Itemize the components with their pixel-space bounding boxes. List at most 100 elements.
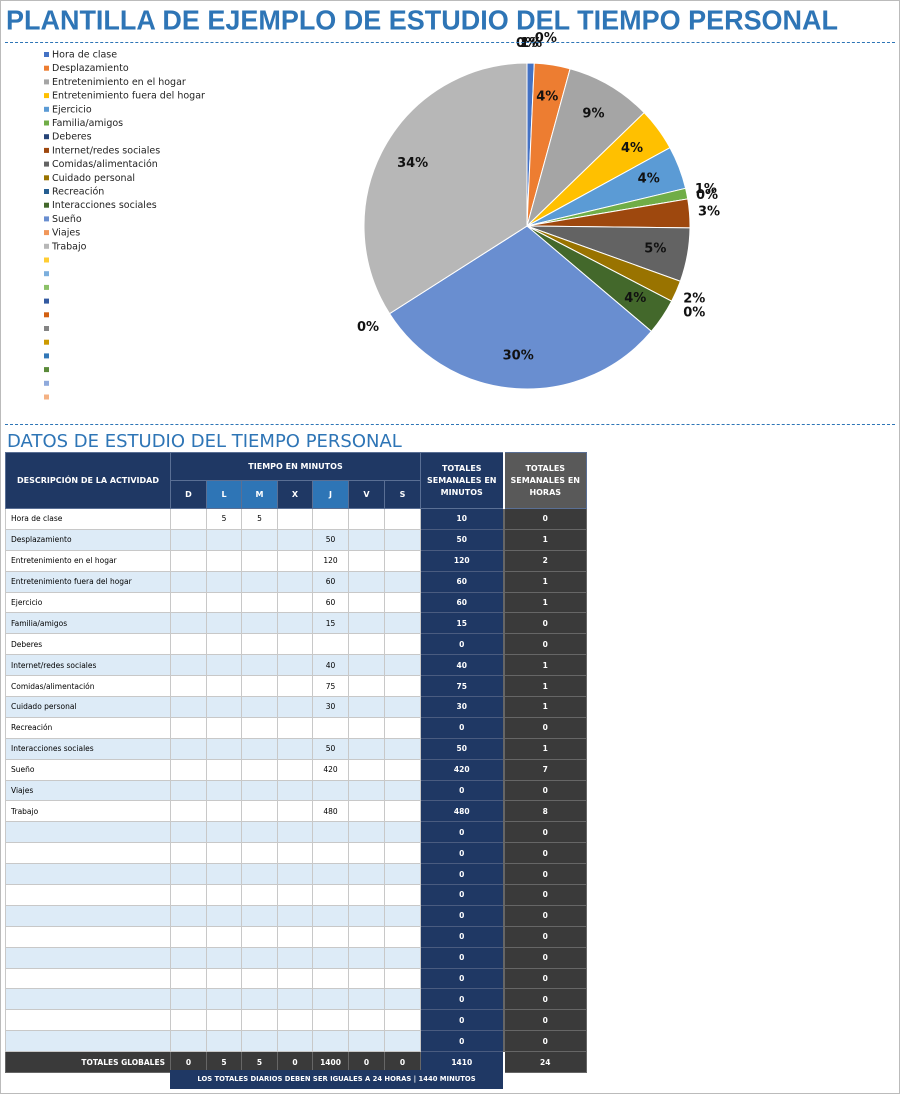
activity-cell: Cuidado personal <box>5 696 171 718</box>
minutes-cell <box>241 675 278 698</box>
activity-cell: Recreación <box>5 716 171 739</box>
minutes-cell: 30 <box>312 696 349 718</box>
chart: PLANTILLA DE EJEMPLO DE ESTUDIO DEL TIEM… <box>6 4 838 400</box>
minutes-cell <box>384 528 421 551</box>
weekly-minutes-cell: 0 <box>420 821 504 844</box>
header-day: S <box>384 480 421 509</box>
weekly-hours-cell: 0 <box>502 821 587 844</box>
weekly-hours-cell: 0 <box>502 1030 587 1053</box>
pie-label: 0% <box>357 320 379 335</box>
legend-label: Entretenimiento fuera del hogar <box>52 91 205 102</box>
minutes-cell: 15 <box>312 612 349 635</box>
weekly-minutes-cell: 0 <box>420 716 504 739</box>
section-title: DATOS DE ESTUDIO DEL TIEMPO PERSONAL <box>7 431 402 452</box>
minutes-cell <box>312 904 349 927</box>
minutes-cell <box>348 508 385 530</box>
legend-label: Ejercicio <box>52 104 92 115</box>
weekly-minutes-cell: 0 <box>420 863 504 886</box>
pie-label: 0% <box>535 31 557 46</box>
weekly-hours-cell: 2 <box>502 549 587 572</box>
header-day: X <box>277 480 313 509</box>
minutes-cell <box>277 967 313 990</box>
footer-total: 1410 <box>420 1051 504 1074</box>
activity-cell <box>5 1030 171 1053</box>
legend-swatch <box>44 298 49 304</box>
minutes-cell <box>170 737 207 760</box>
weekly-minutes-cell: 0 <box>420 633 504 656</box>
minutes-cell <box>277 800 313 823</box>
minutes-cell <box>277 821 313 844</box>
minutes-cell <box>170 904 207 927</box>
minutes-cell <box>241 904 278 927</box>
pie-label: 4% <box>638 172 660 187</box>
minutes-cell <box>348 696 385 718</box>
legend-label: Hora de clase <box>52 50 117 61</box>
footer-total: 0 <box>384 1051 421 1074</box>
minutes-cell <box>312 925 349 948</box>
minutes-cell <box>241 925 278 948</box>
pie-label: 0% <box>683 306 705 321</box>
minutes-cell <box>277 946 313 969</box>
weekly-hours-cell: 1 <box>502 528 587 551</box>
minutes-cell <box>384 570 421 593</box>
minutes-cell <box>384 758 421 781</box>
weekly-hours-cell: 1 <box>502 654 587 677</box>
minutes-cell: 420 <box>312 758 349 781</box>
minutes-cell: 60 <box>312 570 349 593</box>
minutes-cell <box>277 654 313 677</box>
minutes-cell <box>277 716 313 739</box>
activity-cell: Ejercicio <box>5 591 171 614</box>
legend-swatch <box>44 326 49 331</box>
minutes-cell <box>170 946 207 969</box>
minutes-cell <box>206 654 242 677</box>
activity-cell <box>5 925 171 948</box>
minutes-cell <box>206 946 242 969</box>
minutes-cell <box>348 946 385 969</box>
legend-label: Trabajo <box>51 241 87 252</box>
legend-label: Internet/redes sociales <box>52 145 160 156</box>
footer-total: 24 <box>502 1051 587 1074</box>
pie-label: 4% <box>624 291 646 306</box>
header-weekly-hours: TOTALES SEMANALES EN HORAS <box>502 452 587 509</box>
header-day: M <box>241 480 278 509</box>
weekly-hours-cell: 0 <box>502 967 587 990</box>
minutes-cell <box>206 633 242 656</box>
minutes-cell <box>277 884 313 906</box>
minutes-cell <box>348 675 385 698</box>
weekly-minutes-cell: 0 <box>420 967 504 990</box>
legend-label: Cuidado personal <box>52 173 135 184</box>
activity-cell <box>5 967 171 990</box>
minutes-cell <box>384 675 421 698</box>
minutes-cell: 60 <box>312 591 349 614</box>
minutes-cell <box>384 779 421 802</box>
weekly-minutes-cell: 420 <box>420 758 504 781</box>
activity-cell <box>5 884 171 906</box>
minutes-cell <box>277 633 313 656</box>
minutes-cell <box>384 633 421 656</box>
minutes-cell <box>348 549 385 572</box>
minutes-cell <box>277 675 313 698</box>
divider <box>5 424 895 425</box>
legend-swatch <box>44 65 49 71</box>
legend-label: Deberes <box>52 132 92 143</box>
minutes-cell <box>170 821 207 844</box>
minutes-cell: 40 <box>312 654 349 677</box>
minutes-cell <box>241 612 278 635</box>
minutes-cell <box>170 967 207 990</box>
minutes-cell <box>241 549 278 572</box>
legend-swatch <box>44 189 49 194</box>
minutes-cell <box>277 842 313 865</box>
weekly-minutes-cell: 40 <box>420 654 504 677</box>
minutes-cell <box>170 716 207 739</box>
activity-cell: Comidas/alimentación <box>5 675 171 698</box>
header-day: J <box>312 480 349 509</box>
minutes-cell <box>348 716 385 739</box>
weekly-hours-cell: 1 <box>502 591 587 614</box>
legend-swatch <box>44 271 49 277</box>
minutes-cell <box>170 612 207 635</box>
weekly-hours-cell: 0 <box>502 842 587 865</box>
data-table: DESCRIPCIÓN DE LA ACTIVIDAD TIEMPO EN MIN… <box>5 452 587 1074</box>
minutes-cell <box>206 758 242 781</box>
minutes-cell <box>206 549 242 572</box>
